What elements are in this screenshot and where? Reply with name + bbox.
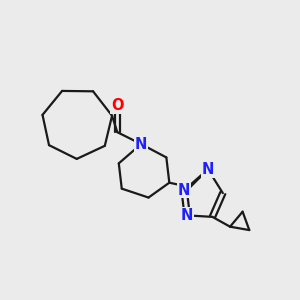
Text: N: N xyxy=(135,136,147,152)
Text: N: N xyxy=(181,208,193,223)
Text: O: O xyxy=(111,98,124,113)
Text: N: N xyxy=(202,162,214,177)
Text: N: N xyxy=(178,183,190,198)
